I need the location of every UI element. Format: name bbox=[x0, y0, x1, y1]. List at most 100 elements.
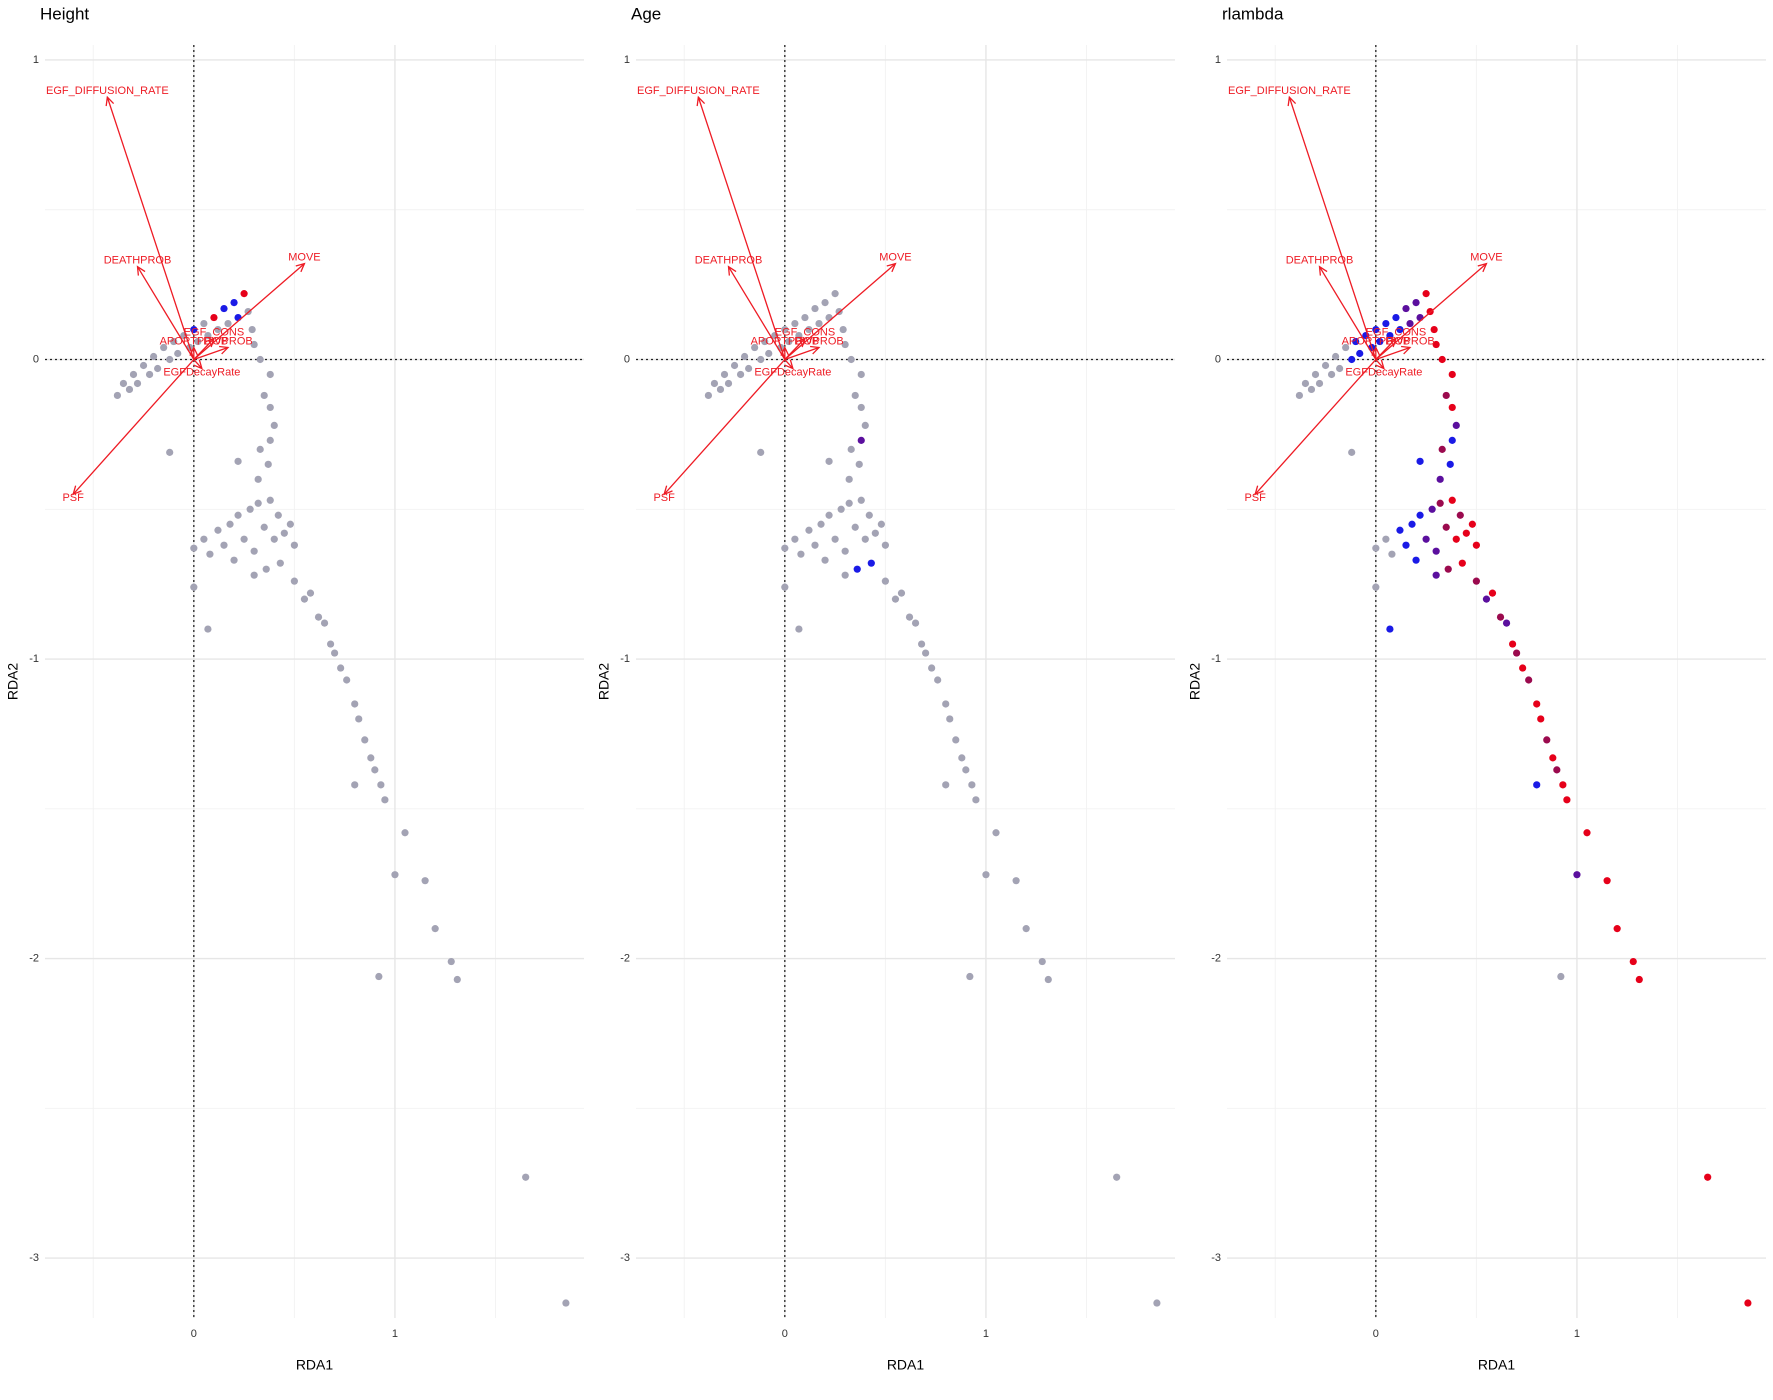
point bbox=[290, 541, 298, 549]
point bbox=[1153, 1299, 1161, 1307]
point bbox=[1352, 337, 1360, 346]
point bbox=[367, 754, 375, 762]
point bbox=[1311, 370, 1320, 379]
point bbox=[877, 520, 885, 528]
point bbox=[1416, 313, 1424, 322]
point bbox=[855, 460, 863, 468]
arrow-label: MOVE bbox=[879, 252, 911, 264]
point bbox=[1372, 325, 1380, 334]
point bbox=[1519, 664, 1527, 672]
point bbox=[1573, 871, 1581, 879]
point bbox=[1557, 972, 1565, 981]
point bbox=[200, 319, 208, 328]
point bbox=[1438, 355, 1446, 364]
point bbox=[1295, 391, 1304, 400]
point bbox=[1525, 676, 1533, 684]
point bbox=[867, 559, 875, 567]
point bbox=[781, 583, 789, 591]
point bbox=[831, 535, 839, 543]
y-axis-title: RDA2 bbox=[596, 663, 612, 701]
arrow-head bbox=[193, 359, 203, 370]
point bbox=[280, 529, 288, 537]
point bbox=[1422, 290, 1430, 298]
point bbox=[1348, 355, 1356, 364]
point bbox=[1583, 829, 1591, 837]
point bbox=[841, 547, 849, 555]
y-tick-label: 0 bbox=[33, 353, 39, 365]
panel: Age 0 1 -3 -2 -1 0 1 RDA1 RDA2 EGF_DIFFUSION_RATE D… bbox=[596, 4, 1175, 1373]
point bbox=[1388, 550, 1396, 558]
panel-title: rlambda bbox=[1222, 4, 1284, 23]
x-axis-title: RDA1 bbox=[296, 1357, 334, 1373]
point bbox=[724, 379, 733, 388]
x-tick-label: 1 bbox=[392, 1328, 398, 1340]
point bbox=[1396, 526, 1404, 534]
point bbox=[1392, 313, 1400, 322]
arrow-label: APOPTPROB bbox=[751, 335, 819, 347]
point bbox=[1307, 385, 1316, 394]
point bbox=[1458, 559, 1466, 567]
point bbox=[522, 1173, 530, 1181]
point bbox=[861, 535, 869, 543]
point bbox=[240, 290, 248, 298]
arrow-label: EGF_DIFFUSION_RATE bbox=[46, 85, 169, 97]
arrow-label: DIVPROB bbox=[203, 335, 253, 347]
point bbox=[1553, 766, 1561, 774]
point bbox=[1113, 1173, 1121, 1181]
point bbox=[351, 700, 359, 708]
point bbox=[250, 340, 258, 349]
point bbox=[562, 1299, 570, 1307]
point bbox=[286, 520, 294, 528]
point bbox=[1372, 583, 1380, 591]
point bbox=[710, 379, 719, 388]
arrow-head bbox=[1254, 485, 1264, 496]
point bbox=[256, 355, 264, 364]
point bbox=[1436, 499, 1444, 507]
arrow-head bbox=[205, 337, 215, 348]
point bbox=[851, 391, 859, 400]
point bbox=[946, 715, 954, 723]
point bbox=[204, 625, 212, 633]
arrow-label: MOVE bbox=[288, 252, 320, 264]
point bbox=[1336, 364, 1344, 373]
arrow-head bbox=[796, 337, 806, 348]
point bbox=[1448, 403, 1456, 412]
arrow bbox=[1288, 96, 1377, 360]
point bbox=[757, 355, 765, 364]
point bbox=[861, 421, 869, 430]
arrows: EGF_DIFFUSION_RATE DEATHPROB MOVE PSF EGF_CO… bbox=[637, 85, 912, 504]
point bbox=[214, 325, 222, 334]
y-axis-title: RDA2 bbox=[5, 663, 21, 701]
point bbox=[276, 559, 284, 567]
point bbox=[745, 364, 753, 373]
panel-title: Age bbox=[631, 4, 661, 23]
point bbox=[825, 511, 833, 519]
point bbox=[129, 370, 138, 379]
point bbox=[1432, 340, 1440, 349]
point bbox=[320, 619, 329, 627]
panel-title: Height bbox=[40, 4, 89, 23]
point bbox=[1382, 535, 1390, 543]
point bbox=[917, 640, 926, 648]
point bbox=[139, 361, 148, 370]
point bbox=[1502, 619, 1511, 627]
arrow-label: DEATHPROB bbox=[104, 255, 172, 267]
arrow bbox=[784, 359, 794, 369]
arrow bbox=[663, 359, 786, 495]
point bbox=[761, 337, 769, 346]
point bbox=[1452, 535, 1460, 543]
point bbox=[1559, 781, 1567, 789]
point bbox=[230, 556, 238, 564]
point bbox=[160, 343, 168, 352]
point bbox=[857, 436, 865, 444]
point bbox=[206, 550, 214, 558]
arrow-label: APOPTPROB bbox=[160, 335, 228, 347]
point bbox=[1321, 361, 1330, 370]
point bbox=[881, 577, 889, 585]
y-tick-label: 1 bbox=[1215, 54, 1221, 66]
point bbox=[881, 541, 889, 549]
point bbox=[170, 337, 178, 346]
x-tick-label: 1 bbox=[1574, 1328, 1580, 1340]
point bbox=[113, 391, 122, 400]
